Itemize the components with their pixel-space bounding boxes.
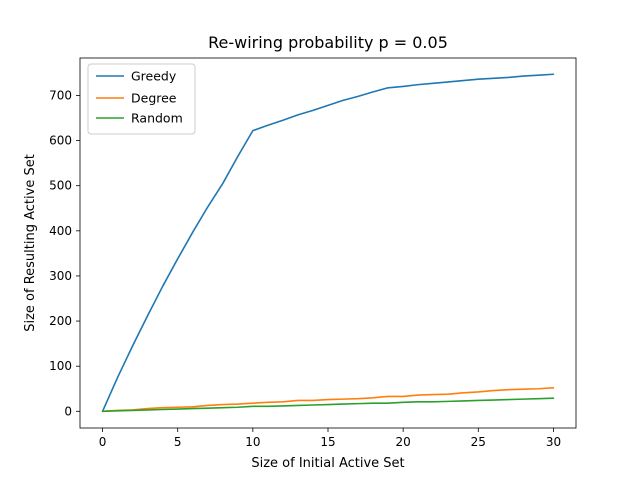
series-line-degree (101, 387, 555, 413)
series-line-random (101, 397, 555, 413)
legend-label-greedy: Greedy (131, 69, 177, 84)
y-tick-label: 400 (49, 224, 72, 238)
legend-label-degree: Degree (131, 91, 177, 106)
x-tick-label: 5 (174, 435, 182, 449)
y-tick-label: 500 (49, 179, 72, 193)
x-axis-label: Size of Initial Active Set (251, 456, 404, 471)
chart-title: Re-wiring probability p = 0.05 (208, 33, 448, 52)
x-tick-label: 0 (99, 435, 107, 449)
y-axis-label: Size of Resulting Active Set (23, 154, 38, 332)
series-line-greedy (101, 73, 555, 413)
legend-box (87, 63, 196, 135)
y-tick-label: 600 (49, 134, 72, 148)
x-tick-label: 20 (396, 435, 411, 449)
y-tick-label: 300 (49, 269, 72, 283)
y-tick-label: 0 (64, 404, 72, 418)
y-tick-label: 100 (49, 359, 72, 373)
y-tick-label: 200 (49, 314, 72, 328)
y-tick-label: 700 (49, 88, 72, 102)
x-tick-label: 10 (245, 435, 260, 449)
x-tick-label: 30 (546, 435, 561, 449)
x-tick-label: 15 (320, 435, 335, 449)
x-tick-label: 25 (471, 435, 486, 449)
legend-label-random: Random (131, 111, 183, 126)
legend: Greedy Degree Random (87, 63, 196, 135)
